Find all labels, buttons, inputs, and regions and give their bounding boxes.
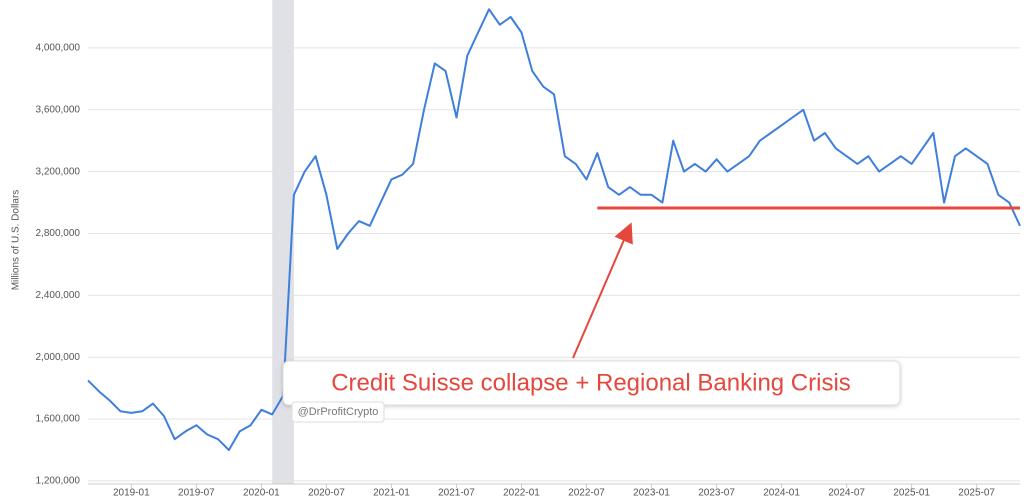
x-tick-label: 2022-01 xyxy=(503,488,540,499)
y-tick-label: 2,000,000 xyxy=(36,352,81,363)
annotation: Credit Suisse collapse + Regional Bankin… xyxy=(331,369,851,396)
plot xyxy=(87,8,1021,451)
x-tick-label: 2025-07 xyxy=(958,488,995,499)
x-tick-label: 2020-07 xyxy=(308,488,345,499)
x-tick-label: 2022-07 xyxy=(568,488,605,499)
y-tick-label: 2,400,000 xyxy=(36,290,81,301)
x-tick-label: 2023-01 xyxy=(633,488,670,499)
grid: 1,200,000 1,600,000 2,000,000 2,400,000 2,80… xyxy=(36,0,1020,499)
x-tick-label: 2021-01 xyxy=(373,488,410,499)
x-tick-label: 2020-01 xyxy=(243,488,280,499)
x-tick-label: 2025-01 xyxy=(893,488,930,499)
x-tick-label: 2024-01 xyxy=(763,488,800,499)
y-tick-label: 3,600,000 xyxy=(36,104,81,115)
x-tick-label: 2023-07 xyxy=(698,488,735,499)
y-tick-label: 4,000,000 xyxy=(36,43,81,54)
y-tick-label: 1,600,000 xyxy=(36,414,81,425)
x-tick-label: 2019-01 xyxy=(113,488,150,499)
y-tick-label: 3,200,000 xyxy=(36,166,81,177)
watermark: @DrProfitCrypto xyxy=(298,406,379,418)
x-tick-label: 2021-07 xyxy=(438,488,475,499)
y-axis-label: Millions of U.S. Dollars xyxy=(11,190,22,291)
y-tick-label: 1,200,000 xyxy=(36,476,81,487)
arrow xyxy=(572,222,633,359)
x-tick-label: 2024-07 xyxy=(828,488,865,499)
y-tick-label: 2,800,000 xyxy=(36,228,81,239)
x-tick-label: 2019-07 xyxy=(178,488,215,499)
watermark-box xyxy=(291,401,385,423)
annotation-box xyxy=(282,360,901,406)
data-line xyxy=(87,8,1021,451)
